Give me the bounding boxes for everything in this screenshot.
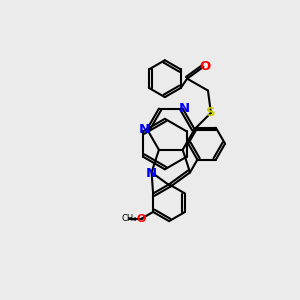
Text: CH₃: CH₃ bbox=[121, 214, 137, 223]
Text: N: N bbox=[178, 102, 190, 115]
Text: O: O bbox=[200, 60, 211, 73]
Text: N: N bbox=[139, 123, 150, 136]
Text: N: N bbox=[146, 167, 157, 180]
Text: S: S bbox=[206, 106, 216, 119]
Text: O: O bbox=[137, 214, 146, 224]
